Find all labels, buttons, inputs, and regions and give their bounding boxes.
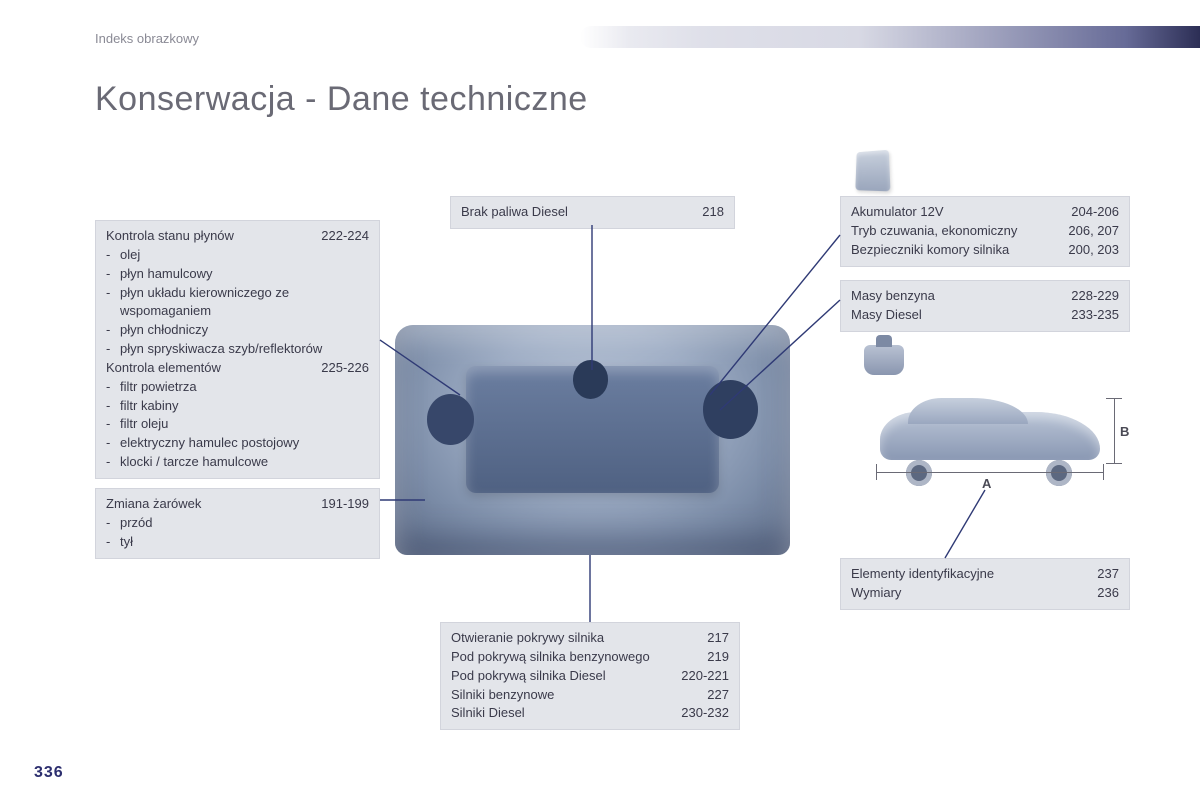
row-pages: 206, 207 [1068, 222, 1119, 241]
header-stripe [580, 26, 1200, 48]
dimension-tick [1106, 398, 1122, 399]
diesel-pages: 218 [702, 203, 724, 222]
row-pages: 220-221 [681, 667, 729, 686]
row-pages: 233-235 [1071, 306, 1119, 325]
fuse-icon [855, 150, 890, 192]
bulbs-pages: 191-199 [321, 495, 369, 514]
row-pages: 236 [1097, 584, 1119, 603]
callout-identification: Elementy identyfikacyjne 237 Wymiary 236 [840, 558, 1130, 610]
bulbs-heading: Zmiana żarówek [106, 495, 303, 514]
row-label: Silniki Diesel [451, 704, 663, 723]
callout-fluid-checks: Kontrola stanu płynów 222-224 olej płyn … [95, 220, 380, 479]
dimension-tick [1103, 464, 1104, 480]
page-number: 336 [34, 764, 64, 782]
row-label: Pod pokrywą silnika benzynowego [451, 648, 689, 667]
fluids-list: olej płyn hamulcowy płyn układu kierowni… [106, 246, 369, 359]
dimension-tick [1106, 463, 1122, 464]
list-item: płyn hamulcowy [120, 265, 369, 284]
row-pages: 227 [707, 686, 729, 705]
elements-list: filtr powietrza filtr kabiny filtr oleju… [106, 378, 369, 472]
callout-battery: Akumulator 12V 204-206 Tryb czuwania, eko… [840, 196, 1130, 267]
list-item: filtr powietrza [120, 378, 369, 397]
row-pages: 219 [707, 648, 729, 667]
row-pages: 204-206 [1071, 203, 1119, 222]
engine-bay-illustration [395, 325, 790, 555]
row-pages: 230-232 [681, 704, 729, 723]
car-wheel-front [906, 460, 932, 486]
row-label: Silniki benzynowe [451, 686, 689, 705]
bulbs-list: przód tył [106, 514, 369, 552]
header-band: Indeks obrazkowy [95, 30, 1200, 54]
fluids-pages: 222-224 [321, 227, 369, 246]
row-pages: 237 [1097, 565, 1119, 584]
page-title: Konserwacja - Dane techniczne [95, 80, 588, 119]
row-label: Masy benzyna [851, 287, 1053, 306]
row-label: Otwieranie pokrywy silnika [451, 629, 689, 648]
row-label: Elementy identyfikacyjne [851, 565, 1079, 584]
car-body-shape [880, 412, 1100, 460]
row-label: Masy Diesel [851, 306, 1053, 325]
list-item: filtr kabiny [120, 397, 369, 416]
list-item: elektryczny hamulec postojowy [120, 434, 369, 453]
list-item: tył [120, 533, 369, 552]
list-item: płyn spryskiwacza szyb/reflektorów [120, 340, 369, 359]
section-label: Indeks obrazkowy [95, 31, 199, 46]
callout-engine-access: Otwieranie pokrywy silnika 217 Pod pokryw… [440, 622, 740, 730]
callout-masses: Masy benzyna 228-229 Masy Diesel 233-235 [840, 280, 1130, 332]
list-item: przód [120, 514, 369, 533]
cap-icon [864, 345, 904, 375]
dimension-label-b: B [1120, 424, 1129, 439]
callout-diesel-fuel: Brak paliwa Diesel 218 [450, 196, 735, 229]
row-label: Akumulator 12V [851, 203, 1053, 222]
row-pages: 217 [707, 629, 729, 648]
row-label: Wymiary [851, 584, 1079, 603]
list-item: olej [120, 246, 369, 265]
callout-bulbs: Zmiana żarówek 191-199 przód tył [95, 488, 380, 559]
dimension-tick [876, 464, 877, 480]
row-pages: 200, 203 [1068, 241, 1119, 260]
elements-pages: 225-226 [321, 359, 369, 378]
dimension-label-a: A [982, 476, 991, 491]
fluids-heading: Kontrola stanu płynów [106, 227, 303, 246]
car-side-illustration: A B [870, 390, 1125, 490]
row-label: Pod pokrywą silnika Diesel [451, 667, 663, 686]
row-label: Tryb czuwania, ekonomiczny [851, 222, 1050, 241]
diesel-label: Brak paliwa Diesel [461, 203, 684, 222]
car-wheel-rear [1046, 460, 1072, 486]
elements-heading: Kontrola elementów [106, 359, 303, 378]
list-item: klocki / tarcze hamulcowe [120, 453, 369, 472]
row-pages: 228-229 [1071, 287, 1119, 306]
list-item: filtr oleju [120, 415, 369, 434]
list-item: płyn układu kierowniczego ze wspomaganie… [120, 284, 369, 322]
row-label: Bezpieczniki komory silnika [851, 241, 1050, 260]
dimension-line-b [1114, 398, 1115, 464]
dimension-line-a [876, 472, 1104, 473]
list-item: płyn chłodniczy [120, 321, 369, 340]
